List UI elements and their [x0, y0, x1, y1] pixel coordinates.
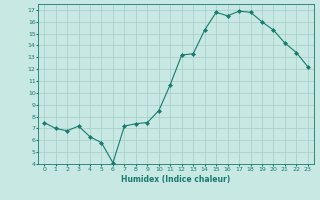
X-axis label: Humidex (Indice chaleur): Humidex (Indice chaleur) [121, 175, 231, 184]
